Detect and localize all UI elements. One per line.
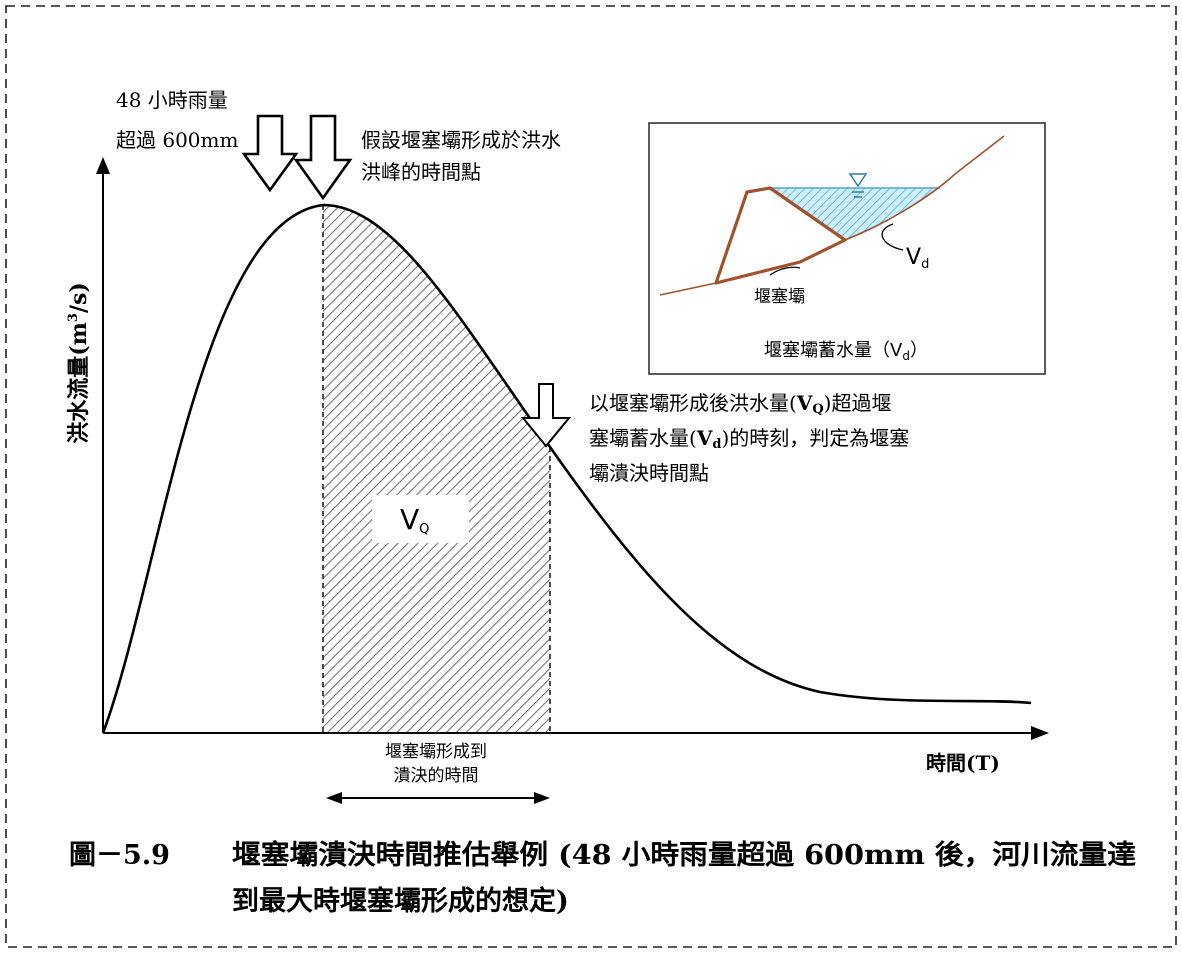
- assumption-text-line1: 假設堰塞壩形成於洪水: [361, 128, 561, 152]
- y-axis-arrow: [96, 157, 110, 174]
- figure-number: 圖－5.9: [69, 840, 170, 871]
- rainfall-text-line1: 48 小時雨量: [116, 88, 228, 112]
- vq-label: VQ: [400, 503, 429, 537]
- vq-label-box: [372, 495, 469, 543]
- figure-caption-line1: 堰塞壩潰決時間推估舉例 (48 小時雨量超過 600mm 後，河川流量達: [232, 839, 1136, 871]
- y-axis-label: 洪水流量(m3/s): [66, 282, 92, 444]
- x-axis-label: 時間(T): [926, 751, 1000, 775]
- judgement-text-line3: 壩潰決時間點: [589, 461, 709, 485]
- water-level-icon: [848, 173, 868, 188]
- x-axis-arrow: [1031, 726, 1049, 740]
- rainfall-arrow-icon: [241, 114, 299, 193]
- rainfall-text-line2: 超過 600mm: [116, 128, 238, 152]
- duration-arrow-left: [326, 792, 342, 804]
- duration-arrow-right: [534, 792, 550, 804]
- duration-text-line1: 堰塞壩形成到: [385, 742, 487, 762]
- dam-label: 堰塞壩: [754, 287, 805, 307]
- dashed-border: [5, 5, 1177, 948]
- dam-body: [714, 186, 847, 285]
- judgement-text-line1: 以堰塞壩形成後洪水量(VQ)超過堰: [589, 391, 891, 417]
- vq-shaded-area: [323, 205, 550, 733]
- dam-leader: [769, 266, 801, 276]
- vd-label: Vd: [906, 245, 929, 272]
- duration-text-line2: 潰決的時間: [394, 766, 479, 786]
- inset-frame: [648, 122, 1046, 375]
- figure-caption-line2: 到最大時堰塞壩形成的想定): [232, 885, 569, 917]
- breach-arrow-icon: [520, 383, 572, 448]
- inset-caption: 堰塞壩蓄水量（Vd）: [764, 340, 928, 363]
- judgement-text-line2: 塞壩蓄水量(Vd)的時刻，判定為堰塞: [589, 426, 909, 452]
- vd-leader: [881, 223, 904, 251]
- hydrograph-curve: [101, 203, 1032, 734]
- reservoir-water: [770, 188, 940, 240]
- inset-diagram: Vd 堰塞壩 堰塞壩蓄水量（Vd）: [648, 122, 1046, 375]
- assumption-text-line2: 洪峰的時間點: [361, 160, 481, 184]
- peak-arrow-icon: [293, 114, 353, 201]
